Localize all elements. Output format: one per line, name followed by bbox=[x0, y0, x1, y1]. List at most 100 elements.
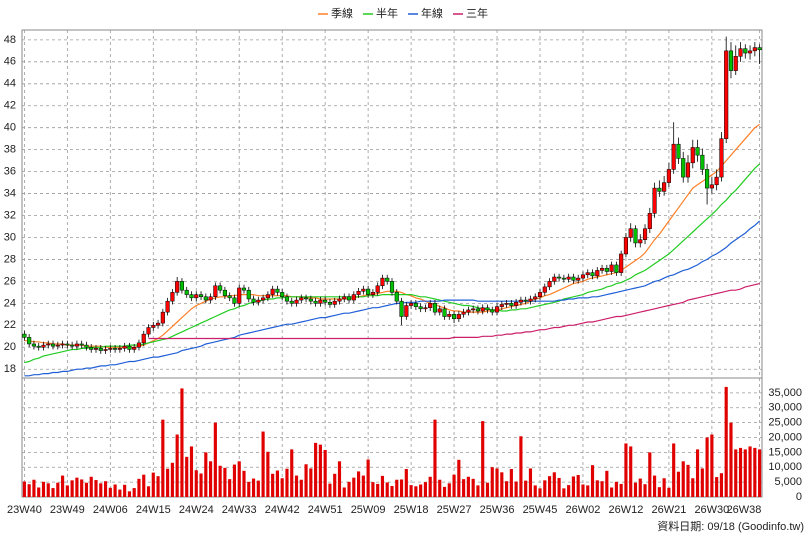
candle-body bbox=[657, 187, 662, 192]
x-tick-label: 24W33 bbox=[222, 504, 257, 516]
volume-bar bbox=[285, 468, 289, 497]
price-panel bbox=[21, 29, 763, 379]
x-tick-label: 23W40 bbox=[7, 504, 42, 516]
volume-bar bbox=[290, 449, 294, 497]
candle-body bbox=[346, 296, 352, 301]
volume-bar bbox=[323, 449, 327, 497]
volume-bar bbox=[700, 468, 704, 497]
candle-body bbox=[499, 304, 504, 307]
volume-bar bbox=[538, 488, 542, 497]
volume-bar bbox=[695, 449, 700, 497]
volume-bar bbox=[103, 481, 108, 497]
candle-body bbox=[494, 306, 500, 313]
candle-body bbox=[485, 307, 490, 311]
candle-body bbox=[113, 348, 118, 350]
y2-tick-label: 5,000 bbox=[774, 476, 802, 488]
candle-body bbox=[141, 333, 146, 344]
candle-body bbox=[614, 264, 619, 273]
volume-bar bbox=[571, 476, 575, 497]
candle-body bbox=[394, 292, 399, 302]
candle-body bbox=[342, 296, 347, 300]
x-tick-label: 26W21 bbox=[651, 504, 686, 516]
candle-body bbox=[31, 343, 36, 347]
legend-label: 三年 bbox=[466, 6, 488, 20]
volume-bar bbox=[342, 487, 346, 497]
volume-bar bbox=[691, 478, 695, 497]
volume-bar bbox=[638, 478, 642, 497]
volume-bar bbox=[758, 449, 762, 497]
volume-bar bbox=[209, 461, 213, 497]
volume-bar bbox=[347, 481, 351, 497]
volume-bar bbox=[337, 461, 342, 497]
volume-bar bbox=[294, 475, 299, 497]
volume-bar bbox=[70, 480, 74, 497]
x-tick-label: 24W15 bbox=[136, 504, 171, 516]
candle-body bbox=[604, 267, 609, 272]
volume-bar bbox=[610, 487, 614, 497]
candle-body bbox=[256, 299, 261, 303]
volume-bar bbox=[729, 422, 733, 497]
volume-bar bbox=[175, 434, 179, 497]
volume-bar bbox=[533, 485, 537, 497]
volume-bar bbox=[605, 470, 609, 497]
volume-bar bbox=[686, 464, 690, 497]
candle-body bbox=[227, 295, 232, 299]
candle-body bbox=[375, 285, 380, 293]
candle-body bbox=[132, 347, 137, 350]
candle-body bbox=[557, 276, 562, 279]
x-tick-label: 25W09 bbox=[351, 504, 386, 516]
y-tick-label: 18 bbox=[4, 363, 16, 375]
candle-body bbox=[652, 187, 657, 214]
volume-bar bbox=[738, 447, 743, 497]
candle-body bbox=[480, 307, 485, 312]
volume-bar bbox=[614, 481, 618, 497]
volume-bar bbox=[242, 470, 246, 497]
y-tick-label: 20 bbox=[4, 341, 16, 353]
candle-body bbox=[108, 348, 113, 350]
candle-body bbox=[700, 154, 705, 170]
volume-bar bbox=[123, 484, 127, 497]
candle-body bbox=[36, 345, 41, 348]
volume-bar bbox=[586, 485, 590, 497]
volume-bar bbox=[667, 487, 671, 497]
candle-body bbox=[504, 303, 509, 305]
candle-body bbox=[628, 228, 633, 238]
candle-body bbox=[270, 288, 275, 295]
volume-bar bbox=[409, 485, 413, 497]
volume-bar bbox=[199, 473, 203, 497]
volume-bar bbox=[156, 476, 160, 497]
candle-body bbox=[728, 50, 734, 71]
volume-bar bbox=[710, 434, 714, 497]
volume-bar bbox=[399, 479, 404, 497]
volume-bar bbox=[75, 477, 79, 497]
x-tick-label: 26W12 bbox=[609, 504, 644, 516]
y2-tick-label: 35,000 bbox=[768, 387, 802, 399]
candle-body bbox=[389, 281, 395, 293]
candle-body bbox=[585, 272, 590, 276]
candle-body bbox=[681, 158, 686, 178]
volume-bar bbox=[753, 447, 757, 497]
candle-body bbox=[509, 303, 514, 306]
volume-bar bbox=[194, 470, 198, 497]
volume-bar bbox=[543, 480, 547, 497]
volume-bar bbox=[648, 452, 652, 497]
candle-body bbox=[151, 325, 156, 328]
candle-body bbox=[705, 169, 710, 189]
candle-body bbox=[662, 182, 667, 192]
volume-bar bbox=[600, 481, 604, 497]
volume-bar bbox=[223, 467, 227, 497]
candle-body bbox=[289, 300, 294, 304]
volume-bar bbox=[256, 480, 260, 497]
volume-bar bbox=[56, 482, 60, 497]
candle-body bbox=[647, 213, 652, 229]
volume-bar bbox=[514, 481, 518, 497]
volume-bar bbox=[395, 479, 399, 497]
volume-panel bbox=[21, 377, 763, 498]
candle-body bbox=[714, 176, 719, 186]
candle-body bbox=[623, 237, 628, 255]
volume-bar bbox=[65, 485, 69, 497]
volume-bar bbox=[41, 481, 46, 497]
candle-body bbox=[471, 308, 476, 311]
candle-body bbox=[719, 138, 724, 178]
candle-body bbox=[370, 292, 375, 295]
